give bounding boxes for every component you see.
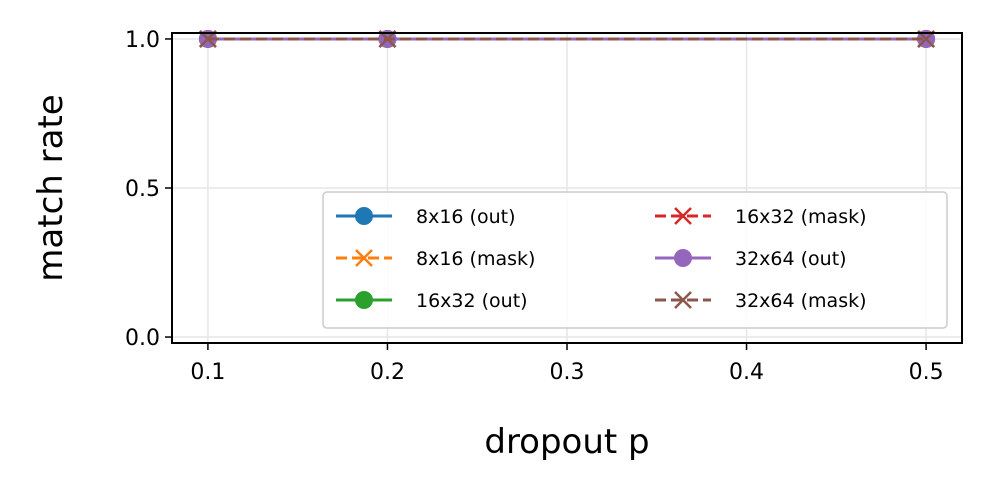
legend-item: 8x16 (mask) [336,248,535,270]
legend-label: 8x16 (mask) [416,248,535,270]
x-axis-label: dropout p [484,422,649,462]
legend-label: 16x32 (out) [416,290,528,312]
x-tick-label: 0.5 [909,360,944,385]
y-tick-label: 0.0 [125,326,160,351]
marker-stroke [674,291,692,309]
legend: 8x16 (out) 8x16 (mask) 16x32 (out) 16x32 (m… [322,191,948,329]
legend-label: 32x64 (out) [735,248,847,270]
legend-item: 32x64 (mask) [655,290,867,312]
ticks: 0.1 0.2 0.3 0.4 0.5 0.0 0.5 1.0 [125,28,944,385]
y-axis-label: match rate [31,94,71,281]
legend-marker [674,207,692,225]
series-layer [198,29,936,48]
legend-item: 16x32 (mask) [655,206,867,228]
marker-stroke [674,207,692,225]
legend-marker [355,249,373,267]
legend-label: 32x64 (mask) [735,290,867,312]
x-tick-label: 0.2 [370,360,405,385]
y-tick-label: 0.5 [125,177,160,202]
marker-stroke [355,249,373,267]
legend-label: 16x32 (mask) [735,206,867,228]
x-tick-label: 0.4 [729,360,764,385]
x-tick-label: 0.3 [550,360,585,385]
grid [172,33,962,343]
legend-item: 32x64 (out) [655,248,847,270]
legend-item: 8x16 (out) [336,206,516,228]
legend-box [322,191,948,329]
legend-marker [674,249,692,267]
legend-marker [674,291,692,309]
legend-marker [355,207,373,225]
legend-marker [355,291,373,309]
legend-label: 8x16 (out) [416,206,516,228]
y-tick-label: 1.0 [125,28,160,53]
x-tick-label: 0.1 [190,360,225,385]
legend-item: 16x32 (out) [336,290,528,312]
